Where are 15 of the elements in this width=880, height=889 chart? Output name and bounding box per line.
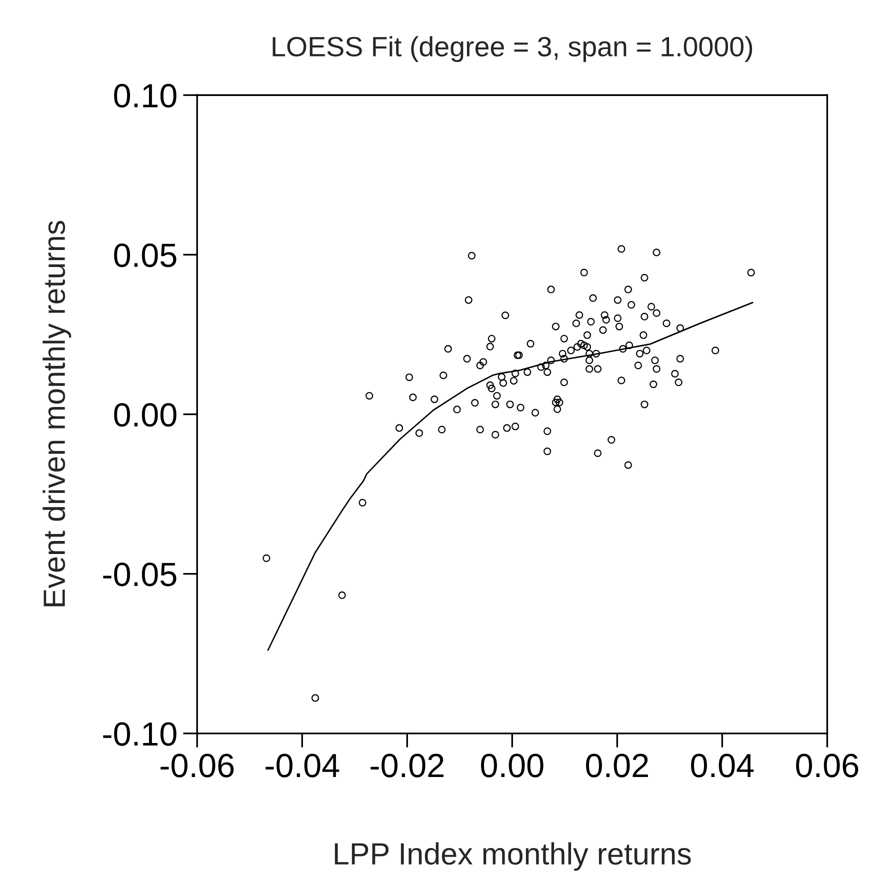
y-axis-title: Event driven monthly returns xyxy=(42,220,72,606)
y-tick-label: 0.10 xyxy=(114,84,176,108)
x-axis-title: LPP Index monthly returns xyxy=(334,842,691,871)
y-tick-label: -0.05 xyxy=(103,562,176,586)
x-tick-label: -0.02 xyxy=(370,754,444,778)
x-tick-label: 0.02 xyxy=(586,754,648,778)
x-tick-label: -0.04 xyxy=(266,754,340,778)
x-tick-label: 0.04 xyxy=(691,754,754,778)
y-tick-label: -0.10 xyxy=(103,722,176,746)
y-tick-label: 0.00 xyxy=(114,403,176,427)
y-tick-label: 0.05 xyxy=(114,244,176,268)
x-tick-label: 0.00 xyxy=(481,754,544,778)
x-tick-label: 0.06 xyxy=(796,754,858,778)
chart-title: LOESS Fit (degree = 3, span = 1.0000) xyxy=(272,36,752,62)
x-tick-label: -0.06 xyxy=(160,754,234,778)
